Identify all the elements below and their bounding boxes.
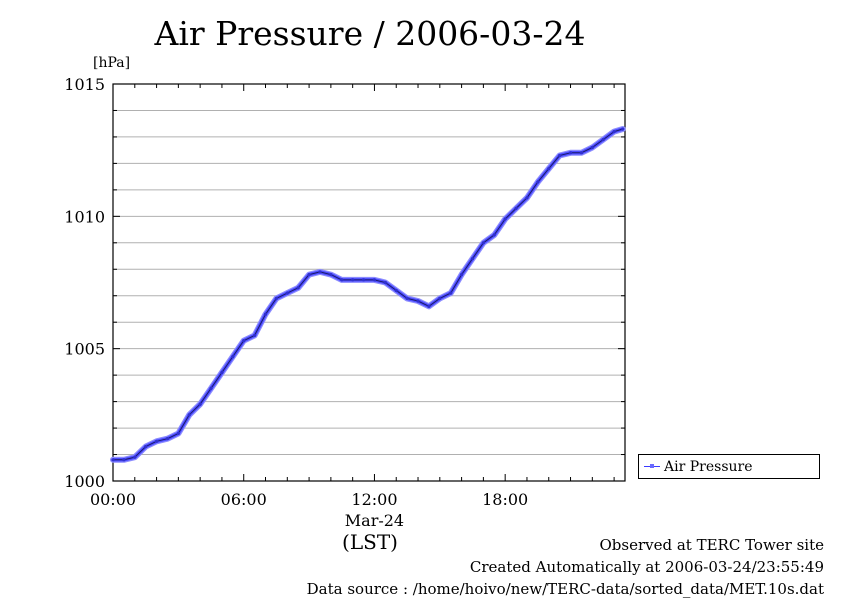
data-point [579,151,584,155]
data-point [296,286,300,290]
data-point [361,278,366,282]
data-point [307,272,311,277]
series-line-halo [110,126,626,463]
y-axis-unit-label: [hPa] [93,55,131,71]
x-axis-label: (LST) [342,530,398,554]
data-point [459,272,464,277]
data-point [285,291,289,295]
footer-observed-text: Observed at TERC Tower site [599,536,824,554]
data-point [492,233,496,237]
footer-source-text: Data source : /home/hoivo/new/TERC-data/… [306,580,824,598]
data-point [612,130,616,134]
y-tick-label: 1005 [64,340,105,359]
data-point [242,339,246,343]
data-point [263,312,268,316]
data-point [405,296,409,300]
data-point [481,241,485,245]
data-point [318,270,322,274]
data-point [231,355,235,359]
data-point [449,291,453,295]
legend-series-name: Air Pressure [664,458,753,475]
data-point [621,127,625,131]
data-point [383,280,387,285]
data-point [329,272,333,277]
data-point [525,196,529,200]
data-point [568,151,573,155]
data-point [122,458,126,462]
data-point [503,217,507,221]
data-point [547,167,551,171]
data-point [470,257,475,261]
data-point [198,402,202,406]
data-point [253,333,257,338]
data-point [536,180,540,184]
data-point [394,288,398,293]
data-point [372,278,377,282]
data-point [601,137,605,142]
data-point [133,455,137,459]
data-point [187,413,191,417]
data-point [558,153,562,158]
data-point [176,431,180,435]
chart-legend: Air Pressure [638,454,820,479]
y-tick-label: 1015 [64,75,105,94]
data-point [274,296,279,300]
footer-created-text: Created Automatically at 2006-03-24/23:5… [469,558,824,576]
x-tick-label: 06:00 [221,490,267,509]
legend-line-swatch-icon [644,464,660,468]
x-tick-label: 18:00 [482,490,528,509]
data-point [427,304,431,308]
series-line [113,127,624,462]
data-point [590,145,594,150]
data-point [111,458,115,462]
data-point [438,296,442,300]
data-point [340,278,344,282]
y-tick-label: 1000 [64,472,105,491]
data-point [144,444,148,449]
data-point [154,439,159,443]
y-tick-label: 1010 [64,207,105,226]
data-point [416,299,420,303]
x-tick-label: 12:00 [351,490,397,509]
x-tick-label: 00:00 [90,490,136,509]
chart-title: Air Pressure / 2006-03-24 [154,14,586,53]
data-point [209,386,213,390]
data-point [165,437,170,441]
data-point [220,370,224,375]
plot-frame [112,83,626,482]
data-point [351,278,355,282]
x-date-label: Mar-24 [345,511,404,530]
series-line-core [113,128,623,461]
data-point [514,206,518,210]
